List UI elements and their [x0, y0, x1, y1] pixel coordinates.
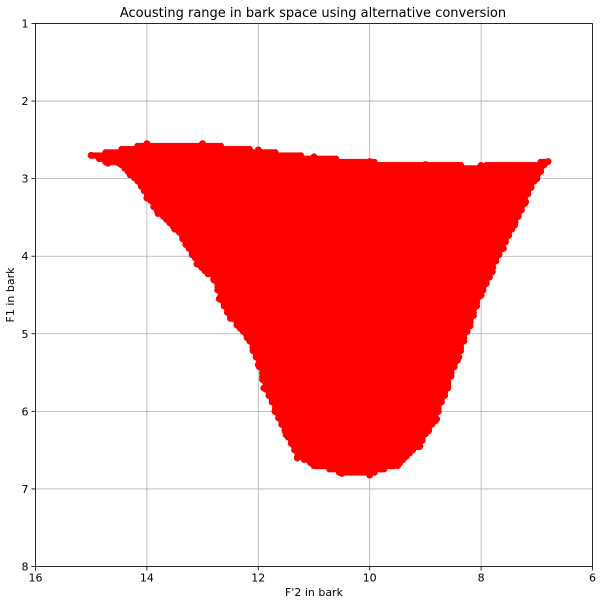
data-points: [87, 140, 552, 479]
chart-title: Acousting range in bark space using alte…: [120, 6, 506, 21]
